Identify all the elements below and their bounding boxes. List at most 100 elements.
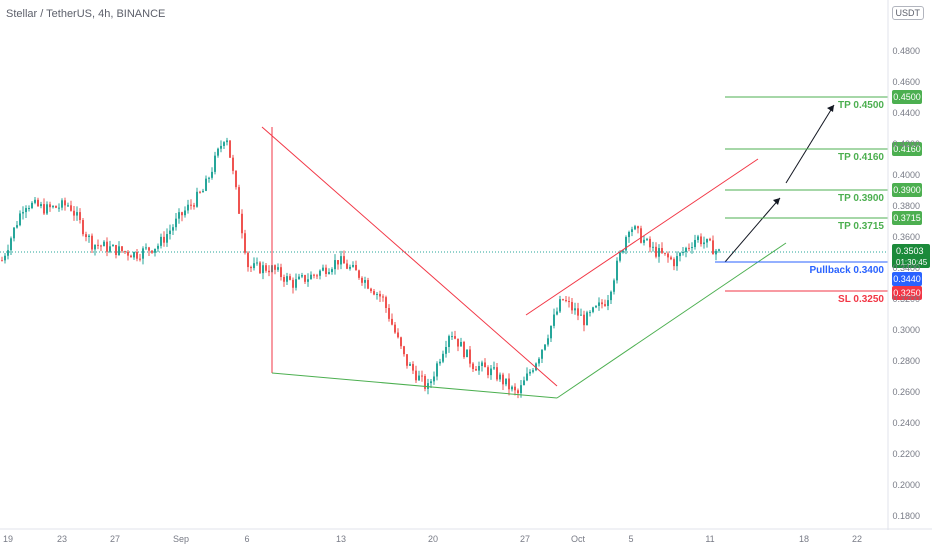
candle-body (31, 202, 33, 209)
y-axis[interactable]: 0.1800 0.2000 0.2200 0.2400 0.2600 0.2800 0.30… (887, 0, 920, 530)
candle-body (13, 227, 15, 239)
candle-body (556, 311, 558, 315)
candle-body (187, 204, 189, 211)
candle-body (649, 238, 651, 248)
candle-body (622, 250, 624, 253)
candle-body (196, 191, 198, 207)
level-price-tag (892, 211, 922, 225)
candle-body (427, 383, 429, 389)
candle-body (646, 238, 648, 240)
candle-body (226, 140, 228, 143)
x-axis[interactable]: 19 23 27 Sep 6 13 20 27 Oct 5 11 18 22 (0, 528, 932, 544)
x-tick-label: 11 (705, 534, 714, 544)
candle-body (229, 140, 231, 158)
candle-body (217, 148, 219, 156)
candle-body (160, 236, 162, 246)
y-tick-label: 0.2400 (892, 418, 920, 428)
candle-body (589, 311, 591, 313)
candle-body (424, 376, 426, 389)
candle-body (685, 247, 687, 252)
candle-body (244, 233, 246, 253)
x-tick-label: 20 (428, 534, 438, 544)
x-tick-label: 19 (3, 534, 13, 544)
candle-body (274, 265, 276, 270)
candle-body (97, 244, 99, 246)
candle-body (598, 302, 600, 306)
y-tick-label: 0.1800 (892, 511, 920, 521)
level-label: TP 0.3900 (838, 193, 884, 204)
candle-body (454, 336, 456, 339)
candle-body (463, 341, 465, 358)
level-price-tag-text: 0.3440 (893, 274, 921, 284)
candle-body (154, 248, 156, 253)
candle-body (283, 277, 285, 282)
candle-body (40, 204, 42, 207)
candle-body (619, 252, 621, 261)
candle-body (319, 270, 321, 276)
candle-body (586, 312, 588, 326)
candle-body (139, 258, 141, 260)
y-tick-label: 0.4200 (892, 139, 920, 149)
candle-body (703, 242, 705, 245)
candle-body (232, 157, 234, 171)
candle-body (28, 208, 30, 210)
candle-body (136, 252, 138, 259)
candle-body (247, 252, 249, 268)
x-tick-label: 18 (799, 534, 809, 544)
candle-body (421, 375, 423, 377)
candle-body (700, 236, 702, 245)
candle-body (358, 270, 360, 278)
candle-body (112, 245, 114, 247)
currency-badge[interactable]: USDT (891, 6, 924, 20)
level-label: TP 0.4500 (838, 100, 884, 111)
candle-body (292, 279, 294, 288)
candle-body (73, 210, 75, 216)
candle-body (493, 367, 495, 369)
candle-body (499, 374, 501, 380)
candle-body (286, 276, 288, 282)
candle-body (718, 249, 720, 251)
candle-body (172, 227, 174, 231)
level-price-tag (892, 183, 922, 197)
red-trend-line (261, 126, 558, 387)
candle-body (391, 318, 393, 325)
y-tick-label: 0.2800 (892, 356, 920, 366)
candle-body (193, 205, 195, 207)
candle-body (79, 212, 81, 221)
candle-body (436, 363, 438, 377)
candle-body (607, 300, 609, 306)
x-tick-label: 5 (628, 534, 633, 544)
candle-body (652, 246, 654, 248)
candle-body (496, 367, 498, 380)
green-channel-line (556, 242, 787, 399)
candle-body (289, 276, 291, 280)
candle-body (388, 307, 390, 319)
candle-body (361, 277, 363, 283)
arrow-head-2 (827, 105, 834, 112)
candle-body (709, 238, 711, 241)
candle-body (115, 245, 117, 255)
candle-body (574, 308, 576, 311)
candle-body (304, 275, 306, 282)
candle-body (211, 171, 213, 178)
chart-title: Stellar / TetherUS, 4h, BINANCE (6, 8, 166, 20)
current-price-countdown: 01:30:45 (896, 258, 928, 267)
candle-body (367, 280, 369, 289)
candle-body (508, 378, 510, 390)
candle-body (376, 293, 378, 295)
projection-arrow-2 (785, 104, 835, 184)
candle-body (259, 262, 261, 274)
candle-body (268, 270, 270, 273)
candle-body (670, 257, 672, 260)
candle-body (478, 365, 480, 371)
y-tick-label: 0.2600 (892, 387, 920, 397)
candle-body (682, 251, 684, 253)
candle-body (505, 378, 507, 385)
candle-body (175, 218, 177, 228)
candle-body (517, 390, 519, 394)
candle-body (544, 344, 546, 350)
candle-body (7, 250, 9, 256)
level-label: TP 0.4160 (838, 152, 884, 163)
projection-arrow-1 (724, 197, 781, 263)
